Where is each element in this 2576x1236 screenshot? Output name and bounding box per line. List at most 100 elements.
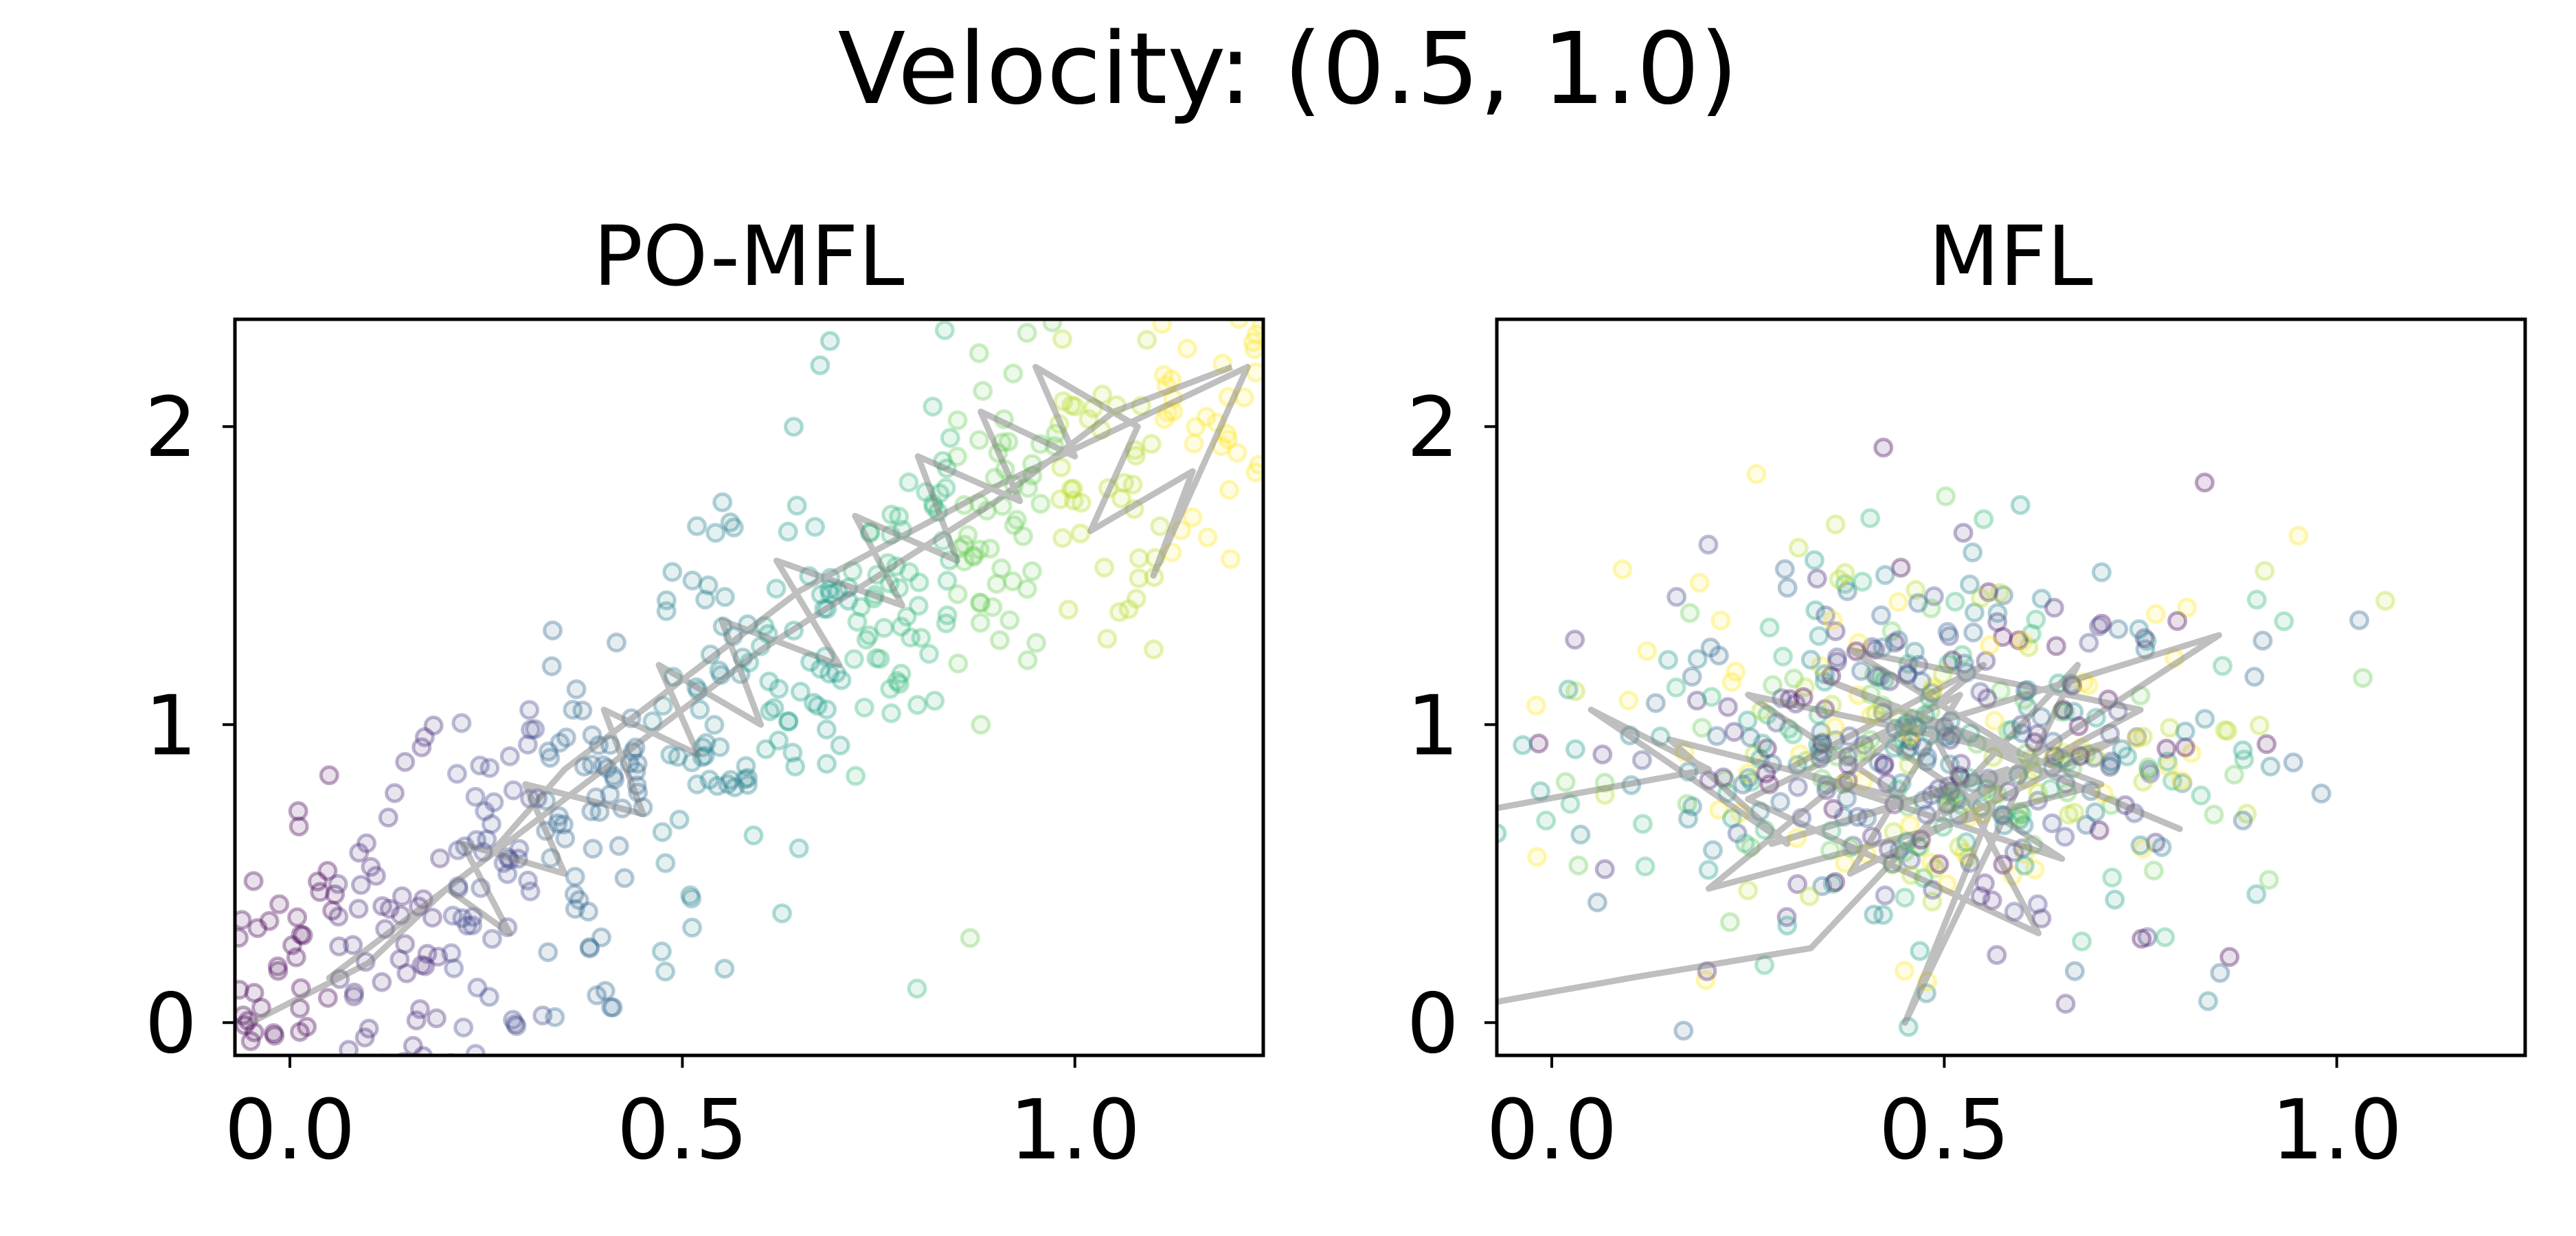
- scatter-point: [361, 856, 381, 877]
- scatter-point: [2244, 667, 2265, 687]
- scatter-point: [1921, 598, 1941, 619]
- axes-frame-po-mfl: [233, 317, 1265, 1057]
- scatter-point: [2137, 927, 2158, 948]
- scatter-point: [244, 983, 264, 1003]
- scatter-point: [810, 355, 831, 376]
- scatter-point: [1051, 457, 1072, 478]
- scatter-point: [553, 814, 574, 835]
- scatter-point: [532, 1005, 553, 1026]
- scatter-point: [1763, 675, 1783, 696]
- scatter-point: [2046, 636, 2066, 656]
- scatter-point: [1003, 363, 1024, 384]
- scatter-point: [743, 825, 764, 846]
- scatter-point: [1739, 768, 1759, 788]
- scatter-point: [1908, 593, 1928, 613]
- scatter-point: [1152, 319, 1173, 334]
- scatter-point: [1678, 808, 1699, 829]
- scatter-point: [909, 572, 929, 593]
- scatter-point: [457, 915, 477, 936]
- scatter-point: [555, 828, 576, 849]
- scatter-point: [1070, 523, 1091, 544]
- scatter-point: [1970, 682, 1991, 702]
- scatter-point: [1050, 489, 1071, 510]
- scatter-point: [891, 663, 912, 684]
- scatter-point: [2138, 759, 2159, 780]
- panel-po-mfl: PO-MFL 0.0 0.5 1.0 0 1 2: [145, 126, 1271, 1178]
- scatter-point: [1890, 558, 1911, 578]
- scatter-point: [718, 774, 738, 794]
- scatter-point: [264, 1025, 285, 1046]
- scatter-point: [317, 860, 338, 881]
- scatter-point: [1254, 133, 1271, 149]
- scatter-point: [1635, 856, 1656, 877]
- scatter-point: [2158, 756, 2179, 777]
- scatter-point: [1746, 464, 1767, 484]
- scatter-point: [1565, 739, 1585, 759]
- scatter-point: [1875, 564, 1895, 585]
- scatter-point: [2138, 757, 2158, 777]
- scatter-point: [1873, 437, 1894, 458]
- scatter-point: [354, 1027, 375, 1048]
- scatter-point: [1026, 632, 1047, 653]
- scatter-point: [1811, 656, 1831, 676]
- scatter-point: [343, 986, 364, 1007]
- scatter-point: [817, 699, 837, 720]
- scatter-point: [940, 428, 960, 448]
- scatter-point: [1809, 626, 1829, 646]
- scatter-point: [1528, 733, 1549, 754]
- scatter-point: [384, 783, 405, 803]
- scatter-point: [1827, 647, 1847, 667]
- scatter-point: [325, 884, 346, 905]
- scatter-point: [2055, 827, 2075, 847]
- scatter-point: [1228, 126, 1245, 142]
- scatter-point: [856, 629, 877, 650]
- scatter-point: [2156, 738, 2177, 759]
- scatter-point: [556, 727, 576, 748]
- scatter-point: [2024, 859, 2045, 880]
- scatter-point: [1061, 479, 1081, 499]
- scatter-point: [343, 935, 363, 955]
- scatter-point: [583, 838, 603, 859]
- scatter-point: [2234, 749, 2255, 770]
- scatter-point: [2055, 994, 2076, 1014]
- scatter-point: [1645, 693, 1666, 713]
- scatter-point: [289, 1022, 310, 1042]
- scatter-point: [1119, 285, 1136, 301]
- scatter-point: [738, 775, 758, 795]
- scatter-point: [1937, 621, 1958, 642]
- scatter-point: [986, 573, 1007, 594]
- scatter-point: [428, 946, 449, 967]
- scatter-point: [2126, 729, 2147, 749]
- scatter-point: [1936, 486, 1956, 507]
- scatter-point: [582, 725, 602, 746]
- scatter-point: [614, 868, 635, 889]
- scatter-point: [417, 943, 438, 964]
- scatter-point: [2091, 562, 2112, 582]
- scatter-point: [1756, 738, 1777, 759]
- scatter-point: [2212, 656, 2233, 676]
- scatter-point: [538, 942, 558, 963]
- scatter-point: [2132, 928, 2152, 949]
- scatter-point: [2130, 835, 2151, 856]
- scatter-point: [328, 873, 348, 894]
- scatter-points-mfl: [1497, 437, 2395, 1041]
- scatter-point: [377, 1053, 389, 1055]
- scatter-point: [1963, 542, 1983, 563]
- scatter-point: [2191, 786, 2211, 806]
- scatter-point: [1871, 605, 1891, 626]
- scatter-point: [680, 885, 701, 906]
- scatter-point: [891, 617, 912, 637]
- scatter-point: [998, 431, 1019, 452]
- trajectory-line-mfl: [1497, 632, 2222, 1026]
- scatter-point: [2099, 757, 2120, 777]
- scatter-point: [970, 613, 991, 633]
- scatter-point: [662, 562, 683, 582]
- scatter-point: [1724, 722, 1744, 742]
- scatter-point: [235, 979, 249, 1000]
- scatter-point: [1017, 650, 1038, 670]
- scatter-point: [760, 701, 780, 722]
- scatter-point: [1143, 639, 1164, 660]
- scatter-point: [286, 947, 306, 968]
- scatter-point: [606, 632, 626, 653]
- scatter-point: [359, 1018, 379, 1039]
